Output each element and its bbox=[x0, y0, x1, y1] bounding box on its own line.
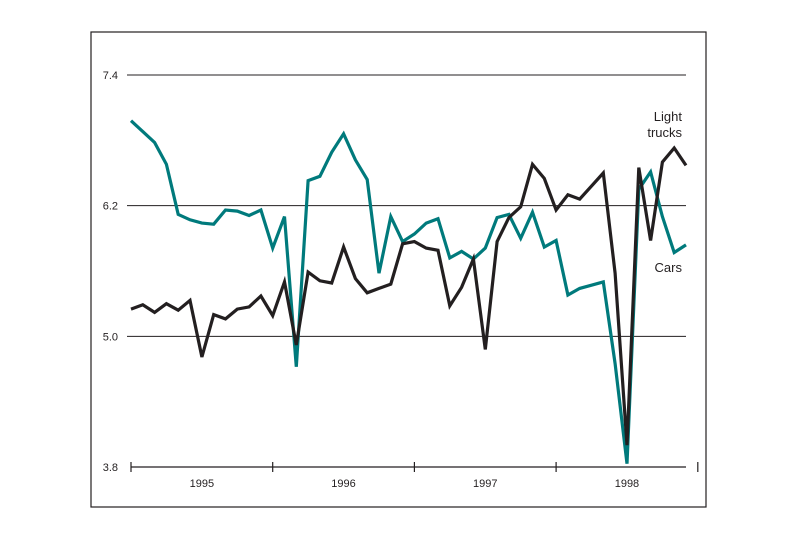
y-tick-label: 5.0 bbox=[103, 331, 118, 343]
y-tick-label: 3.8 bbox=[103, 462, 118, 474]
series-label-light-trucks-line1: Light bbox=[654, 109, 683, 124]
x-year-label: 1997 bbox=[473, 478, 497, 490]
series-line-cars bbox=[129, 119, 687, 464]
chart-border bbox=[90, 31, 707, 508]
x-year-label: 1996 bbox=[331, 478, 355, 490]
series-label-light-trucks-line2: trucks bbox=[647, 125, 682, 140]
series-line-light-trucks bbox=[130, 145, 688, 446]
y-tick-label: 7.4 bbox=[103, 70, 118, 82]
x-year-label: 1998 bbox=[615, 478, 639, 490]
y-tick-label: 6.2 bbox=[103, 201, 118, 213]
x-year-label: 1995 bbox=[190, 478, 214, 490]
series-label-cars: Cars bbox=[655, 260, 683, 275]
